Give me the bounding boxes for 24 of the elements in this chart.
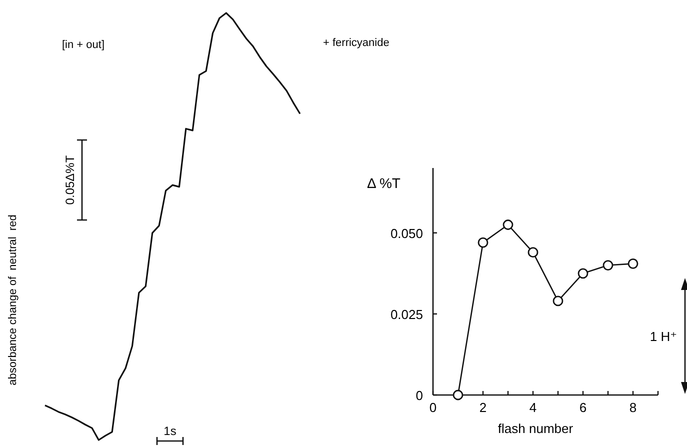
x-axis-title: flash number xyxy=(498,421,574,436)
y-tick-label: 0 xyxy=(416,388,423,403)
annotation: 1 H⁺ xyxy=(650,329,677,344)
y-tick-label: 0.025 xyxy=(390,306,423,322)
x-tick-label: 8 xyxy=(629,400,637,415)
x-tick-label: 0 xyxy=(429,400,437,415)
point xyxy=(502,220,514,230)
point xyxy=(552,296,564,306)
y-tick-label: 0.050 xyxy=(390,226,423,241)
point xyxy=(578,268,588,279)
y-axis-title: Δ %T xyxy=(367,175,401,191)
x-tick-label: 6 xyxy=(579,400,587,415)
point xyxy=(452,390,464,400)
y-axis-title: absorbance change of neutral red xyxy=(7,214,19,386)
point xyxy=(478,237,488,248)
x-tick-label: 4 xyxy=(529,400,537,415)
annotation: 0.05Δ%T xyxy=(63,154,77,205)
point xyxy=(628,258,638,269)
annotation: 1s xyxy=(164,424,176,438)
point xyxy=(528,247,538,258)
annotation: [in + out] xyxy=(62,39,105,51)
text: + ferricyanide xyxy=(323,37,390,49)
point xyxy=(602,260,614,270)
x-tick-label: 2 xyxy=(479,400,487,415)
